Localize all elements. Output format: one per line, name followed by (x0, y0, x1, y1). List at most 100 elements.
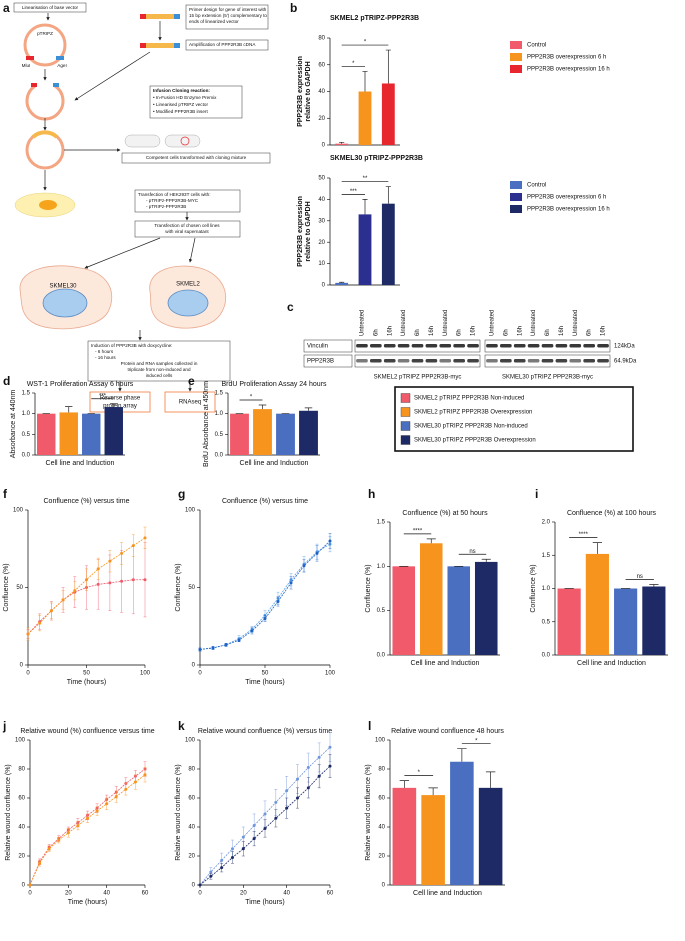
y-tick-label: 0.5 (22, 432, 31, 438)
point (57, 838, 61, 842)
step-text: Competent cells transformed with cloning… (146, 155, 247, 160)
blot-frame (354, 339, 481, 353)
y-tick-label: 100 (375, 738, 386, 744)
y-tick-label: 0 (322, 143, 326, 149)
band (356, 344, 368, 348)
x-tick-label: 0 (26, 671, 30, 677)
shape (56, 56, 64, 60)
point (49, 609, 53, 613)
y-tick-label: 60 (18, 796, 25, 802)
y-tick-label: 0.5 (377, 608, 386, 614)
chart-title: Confluence (%) versus time (44, 498, 130, 505)
x-axis-label: Cell line and Induction (411, 660, 480, 667)
y-tick-label: 100 (185, 738, 196, 744)
error-bar (426, 538, 436, 544)
step-text: - pTRIPz-PPP2R3B (146, 204, 186, 209)
step-text: 15 bp extension (5') complementary to (189, 13, 267, 18)
step-text: Infusion Cloning reaction: (153, 88, 210, 93)
bar (421, 795, 445, 885)
shape (53, 83, 59, 87)
band (597, 359, 609, 363)
shape (87, 340, 231, 382)
shape (31, 83, 37, 87)
lane-label: 6h (457, 329, 463, 336)
y-tick-label: 0 (192, 663, 196, 669)
bar (104, 407, 123, 455)
band (583, 359, 595, 363)
bar (230, 413, 249, 455)
point (38, 621, 42, 625)
shape (31, 130, 59, 139)
x-axis-label: Time (hours) (67, 679, 106, 686)
y-tick-label: 1.0 (215, 411, 224, 417)
significance-label: *** (350, 189, 358, 195)
panel-letter: i (535, 487, 538, 501)
chart-title: Relative wound confluence (%) versus tim… (198, 728, 332, 735)
point (131, 544, 135, 548)
panel-letter: e (188, 374, 195, 388)
panel-letter: j (2, 719, 6, 733)
chart-title: WST-1 Proliferation Assay 6 hours (27, 381, 134, 388)
x-tick-label: 50 (262, 671, 269, 677)
shape (23, 23, 67, 67)
step-text: Primer design for gene of interest with (189, 7, 267, 12)
shape (164, 391, 216, 413)
point (108, 559, 112, 563)
step-text: - 6 hours (95, 349, 114, 354)
y-tick-label: 1.0 (22, 411, 31, 417)
y-tick-label: 0 (192, 883, 196, 889)
y-tick-label: 1.5 (22, 391, 31, 397)
lane-label: Untreated (531, 310, 537, 336)
lane-label: 6h (415, 329, 421, 336)
point (252, 824, 256, 828)
band (513, 344, 526, 348)
step-text: Amplification of PPP2R3B cDNA (189, 42, 256, 47)
size-label: 64.9kDa (614, 359, 637, 365)
shape (188, 237, 196, 263)
y-tick-label: 1.0 (542, 586, 551, 592)
point (317, 755, 321, 759)
shape (134, 189, 241, 213)
point (224, 643, 228, 647)
y-axis-label: Relative wound confluence (%) (175, 764, 182, 861)
point (61, 598, 65, 602)
shape (26, 56, 34, 60)
x-axis-label: Cell line and Induction (240, 460, 309, 467)
point (220, 858, 224, 862)
legend-box (394, 386, 634, 452)
blot-caption: SKMEL30 pTRIPZ PPP2R3B-myc (502, 375, 593, 381)
error-bar (304, 407, 313, 411)
band (439, 344, 452, 348)
y-tick-label: 20 (378, 854, 385, 860)
point (315, 551, 319, 555)
y-tick-label: 0.5 (542, 619, 551, 625)
output-label: RNAseq (179, 400, 201, 406)
shape (149, 85, 243, 119)
shape (164, 134, 201, 148)
row-label: PPP2R3B (307, 359, 334, 365)
point (120, 551, 124, 555)
band (486, 359, 498, 363)
legend-label: SKMEL30 pTRIPZ PPP2R3B Overexpression (414, 438, 536, 444)
bar (358, 214, 372, 285)
x-axis-label: Cell line and Induction (413, 890, 482, 897)
shape (185, 39, 269, 51)
point (306, 786, 310, 790)
bar (82, 413, 101, 455)
chart-title: Confluence (%) at 100 hours (567, 510, 657, 517)
bar (557, 588, 581, 655)
band (411, 344, 424, 348)
step-text: • In-Fusion HD Enzyme Premix (153, 95, 217, 100)
step-text: Linearisation of base vector (22, 5, 79, 10)
y-tick-label: 20 (188, 854, 195, 860)
shape (140, 14, 146, 19)
x-axis-label: Cell line and Induction (46, 460, 115, 467)
legend-swatch (510, 41, 522, 49)
point (108, 581, 112, 585)
series-line (199, 540, 331, 650)
error-bar (649, 584, 659, 587)
row-label: Vinculin (307, 344, 328, 350)
point (231, 855, 234, 859)
blot-caption: SKMEL2 pTRIPZ PPP2R3B-myc (374, 375, 462, 381)
